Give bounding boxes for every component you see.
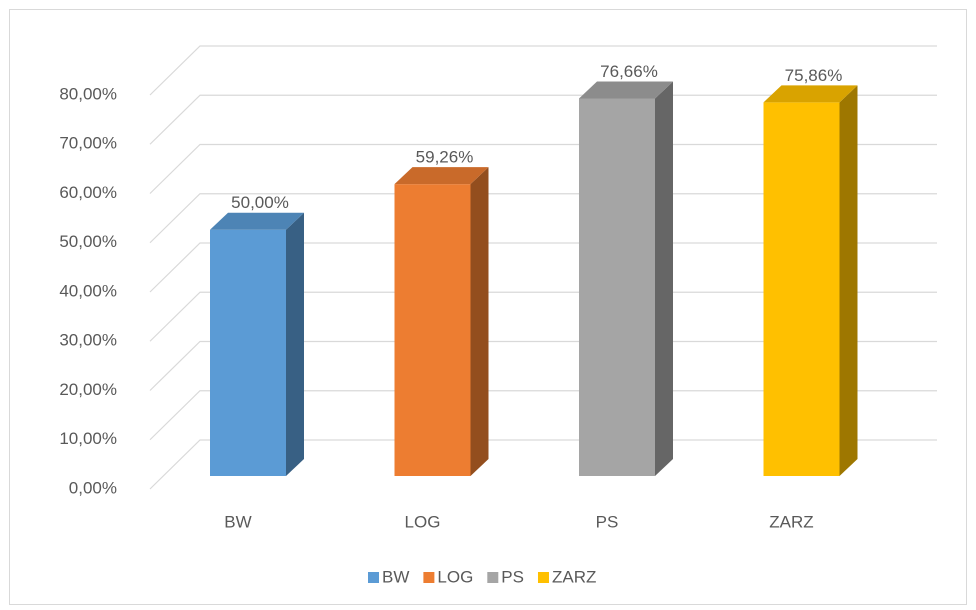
bar-side — [655, 81, 673, 477]
x-tick-label: LOG — [405, 512, 441, 531]
y-tick-label: 50,00% — [59, 232, 117, 251]
y-tick-label: 30,00% — [59, 331, 117, 350]
legend-swatch — [368, 572, 379, 583]
legend-swatch — [537, 572, 549, 583]
y-tick-label: 20,00% — [59, 380, 117, 399]
bar — [579, 98, 655, 477]
grid-line — [149, 340, 937, 391]
x-tick-label: PS — [596, 512, 619, 531]
grid-line — [149, 390, 937, 441]
grid-line — [149, 193, 937, 244]
bar-side — [839, 85, 858, 477]
data-label: 76,66% — [600, 62, 658, 81]
bar — [763, 102, 840, 477]
bar-side — [470, 167, 489, 476]
bar — [210, 229, 286, 476]
x-tick-label: BW — [224, 512, 251, 531]
legend-label: ZARZ — [552, 567, 596, 586]
legend-label: BW — [382, 567, 409, 586]
y-tick-label: 80,00% — [59, 84, 117, 103]
legend-swatch — [487, 572, 499, 583]
bar-top — [763, 85, 858, 103]
bar — [394, 184, 471, 476]
bar-top — [394, 167, 489, 185]
bar-top — [210, 212, 304, 230]
grid-line — [149, 439, 937, 490]
grid-line — [149, 45, 937, 96]
bar-side — [286, 212, 304, 476]
grid-line — [149, 143, 937, 194]
y-tick-label: 10,00% — [59, 429, 117, 448]
y-tick-label: 70,00% — [59, 134, 117, 153]
y-tick-label: 60,00% — [59, 183, 117, 202]
legend-label: PS — [501, 567, 524, 586]
data-label: 75,86% — [785, 66, 843, 85]
y-tick-label: 40,00% — [59, 281, 117, 300]
grid-line — [149, 242, 937, 293]
y-tick-label: 0,00% — [69, 478, 117, 497]
x-tick-label: ZARZ — [769, 512, 813, 531]
grid-line — [149, 291, 937, 342]
legend-label: LOG — [437, 567, 473, 586]
data-label: 59,26% — [416, 148, 474, 167]
legend-swatch — [423, 572, 435, 583]
bar-top — [579, 81, 673, 99]
grid-line — [149, 94, 937, 145]
data-label: 50,00% — [231, 193, 289, 212]
